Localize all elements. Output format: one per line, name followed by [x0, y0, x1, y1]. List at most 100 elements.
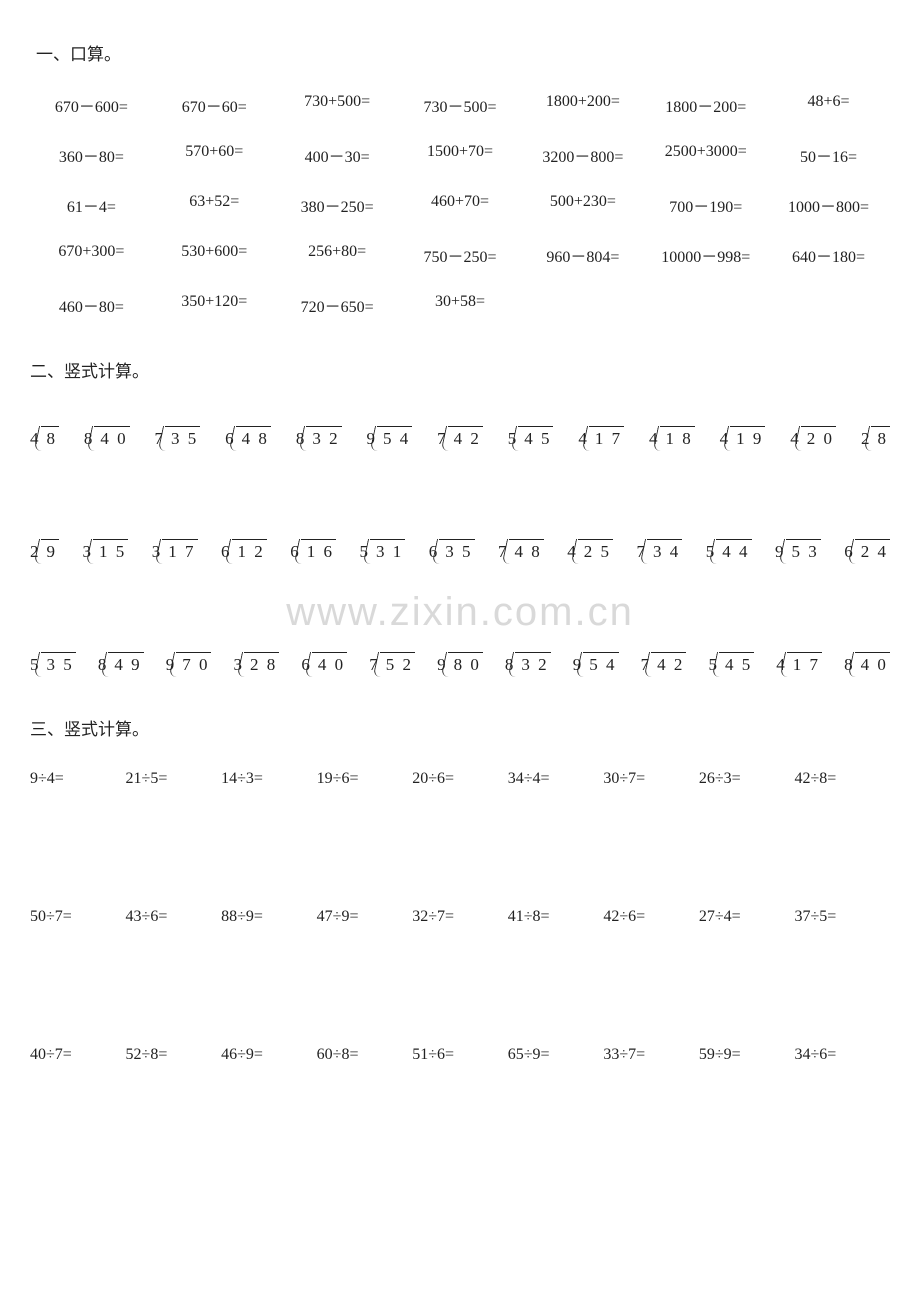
- mental-cell: 700－190=: [644, 193, 767, 217]
- mental-cell: 2500+3000=: [644, 143, 767, 167]
- dividend: 3 2: [515, 652, 550, 675]
- mental-cell: 400－30=: [276, 143, 399, 167]
- division-cell: 32÷7=: [412, 908, 508, 926]
- long-division-problem: 74 2: [641, 652, 687, 675]
- long-division-problem: 53 5: [30, 652, 76, 675]
- dividend: 1 2: [232, 539, 267, 562]
- division-cell: 50÷7=: [30, 908, 126, 926]
- division-cell: 21÷5=: [126, 770, 222, 788]
- division-cell: 34÷4=: [508, 770, 604, 788]
- mental-cell: 63+52=: [153, 193, 276, 217]
- dividend: 4 8: [509, 539, 544, 562]
- dividend: 7 0: [176, 652, 211, 675]
- long-division-problem: 42 0: [790, 426, 836, 449]
- dividend: 4 2: [651, 652, 686, 675]
- mental-cell: 670－60=: [153, 93, 276, 117]
- dividend: 4 0: [94, 426, 129, 449]
- division-cell: 46÷9=: [221, 1046, 317, 1064]
- mental-cell: 30+58=: [399, 293, 522, 317]
- mental-arithmetic-grid: 670－600=670－60=730+500=730－500=1800+200=…: [30, 93, 890, 317]
- dividend: 4 0: [855, 652, 890, 675]
- long-division-problem: 63 5: [429, 539, 475, 562]
- division-cell: 88÷9=: [221, 908, 317, 926]
- dividend: 1 8: [660, 426, 695, 449]
- long-division-problem: 64 8: [225, 426, 271, 449]
- dividend: 1 9: [730, 426, 765, 449]
- division-cell: 41÷8=: [508, 908, 604, 926]
- dividend: 1 6: [301, 539, 336, 562]
- division-cell: 51÷6=: [412, 1046, 508, 1064]
- long-division-problem: 48: [30, 426, 59, 449]
- long-division-problem: 54 4: [706, 539, 752, 562]
- dividend: 2 4: [855, 539, 890, 562]
- long-division-problem: 83 2: [505, 652, 551, 675]
- division-grid: 9÷4=21÷5=14÷3=19÷6=20÷6=34÷4=30÷7=26÷3=4…: [30, 770, 890, 1064]
- long-division-problem: 73 4: [637, 539, 683, 562]
- division-cell: 59÷9=: [699, 1046, 795, 1064]
- dividend: 9: [41, 539, 60, 562]
- long-division-problem: 74 8: [498, 539, 544, 562]
- mental-cell: 61－4=: [30, 193, 153, 217]
- section-2-title: 二、竖式计算。: [30, 357, 890, 382]
- long-division-rows: 4884 073 564 883 295 474 254 541 741 841…: [30, 426, 890, 675]
- division-cell: 34÷6=: [794, 1046, 890, 1064]
- section-1-title: 一、口算。: [36, 40, 890, 65]
- division-cell: 52÷8=: [126, 1046, 222, 1064]
- dividend: 8: [871, 426, 890, 449]
- long-division-problem: 97 0: [166, 652, 212, 675]
- dividend: 5 4: [583, 652, 618, 675]
- dividend: 4 5: [719, 652, 754, 675]
- long-division-problem: 42 5: [567, 539, 613, 562]
- long-division-problem: 84 0: [844, 652, 890, 675]
- dividend: 4 5: [518, 426, 553, 449]
- mental-cell: 670－600=: [30, 93, 153, 117]
- mental-cell: 730－500=: [399, 93, 522, 117]
- dividend: 8 0: [448, 652, 483, 675]
- dividend: 2 5: [578, 539, 613, 562]
- mental-cell: 10000－998=: [644, 243, 767, 267]
- long-division-problem: 31 5: [83, 539, 129, 562]
- long-division-problem: 53 1: [360, 539, 406, 562]
- long-division-problem: 61 2: [221, 539, 267, 562]
- division-cell: 27÷4=: [699, 908, 795, 926]
- mental-cell: 460－80=: [30, 293, 153, 317]
- division-cell: 42÷6=: [603, 908, 699, 926]
- dividend: 1 7: [589, 426, 624, 449]
- mental-cell: 460+70=: [399, 193, 522, 217]
- mental-cell: 500+230=: [521, 193, 644, 217]
- mental-cell: 730+500=: [276, 93, 399, 117]
- dividend: 8: [41, 426, 60, 449]
- dividend: 4 8: [236, 426, 271, 449]
- division-cell: 33÷7=: [603, 1046, 699, 1064]
- dividend: 3 5: [439, 539, 474, 562]
- mental-cell: 640－180=: [767, 243, 890, 267]
- division-cell: 37÷5=: [794, 908, 890, 926]
- division-cell: 65÷9=: [508, 1046, 604, 1064]
- mental-cell: 1500+70=: [399, 143, 522, 167]
- long-division-problem: 41 9: [720, 426, 766, 449]
- row-spacer: [30, 788, 890, 908]
- long-division-problem: 95 4: [366, 426, 412, 449]
- mental-cell: 1800+200=: [521, 93, 644, 117]
- mental-cell: 670+300=: [30, 243, 153, 267]
- long-division-problem: 62 4: [844, 539, 890, 562]
- mental-cell: 720－650=: [276, 293, 399, 317]
- long-division-problem: 29: [30, 539, 59, 562]
- dividend: 5 2: [380, 652, 415, 675]
- dividend: 5 3: [786, 539, 821, 562]
- dividend: 3 2: [306, 426, 341, 449]
- long-division-problem: 41 7: [776, 652, 822, 675]
- long-division-problem: 61 6: [290, 539, 336, 562]
- dividend: 4 2: [448, 426, 483, 449]
- mental-cell: 360－80=: [30, 143, 153, 167]
- long-division-problem: 54 5: [508, 426, 554, 449]
- dividend: 3 1: [370, 539, 405, 562]
- mental-cell: 50－16=: [767, 143, 890, 167]
- dividend: 1 7: [787, 652, 822, 675]
- division-cell: 42÷8=: [794, 770, 890, 788]
- mental-cell: 48+6=: [767, 93, 890, 117]
- long-division-problem: 74 2: [437, 426, 483, 449]
- mental-cell: 1000－800=: [767, 193, 890, 217]
- long-division-problem: 95 4: [573, 652, 619, 675]
- division-cell: 40÷7=: [30, 1046, 126, 1064]
